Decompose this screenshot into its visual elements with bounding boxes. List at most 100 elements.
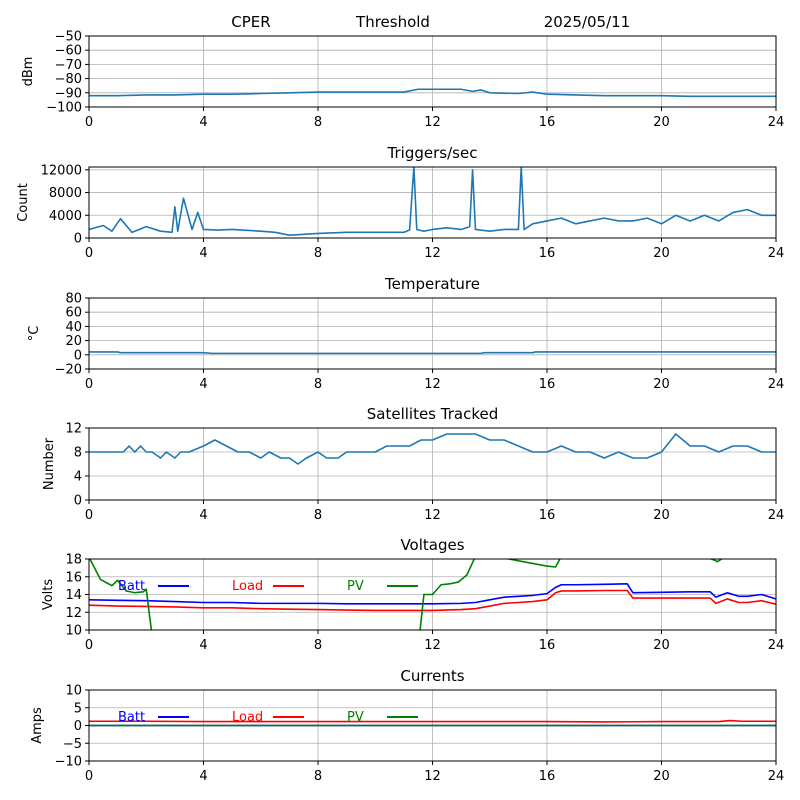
x-tick-label: 12	[424, 115, 441, 130]
panel-title: Currents	[400, 667, 464, 685]
x-tick-label: 24	[768, 508, 785, 523]
legend-label-batt: Batt	[118, 710, 145, 725]
y-axis-label: dBm	[21, 57, 36, 87]
x-tick-label: 8	[314, 246, 322, 261]
y-tick-label: 40	[65, 320, 82, 335]
y-tick-label: −80	[55, 72, 82, 87]
legend-label-batt: Batt	[118, 579, 145, 594]
x-tick-label: 8	[314, 638, 322, 653]
legend-label-load: Load	[232, 710, 263, 725]
y-tick-label: −70	[55, 58, 82, 73]
y-tick-label: 14	[65, 588, 82, 603]
panel-currents: 0 4 8 12 16 20 24 −10 −5 0 5 10 Currents Amps Batt Load…	[30, 667, 784, 784]
panel-title: Triggers/sec	[387, 144, 478, 162]
x-tick-label: 20	[653, 246, 670, 261]
y-tick-label: −10	[55, 755, 82, 770]
x-tick-label: 4	[199, 638, 207, 653]
figure-header: CPER Threshold 2025/05/11	[231, 13, 630, 31]
y-tick-label: 0	[74, 348, 82, 363]
y-tick-label: 16	[65, 570, 82, 585]
panel-threshold: 0 4 8 12 16 20 24 −100−90−80−70−60−50 dBm	[21, 30, 784, 131]
x-tick-label: 16	[539, 377, 556, 392]
y-tick-label: 20	[65, 334, 82, 349]
y-tick-label: 5	[74, 701, 82, 716]
panel-satellites: 0 4 8 12 16 20 24 0 4 8 12 Satellites Tracked Number	[42, 405, 784, 523]
y-axis-label: Number	[42, 437, 57, 490]
y-axis-label: °C	[27, 326, 42, 342]
series-line-load	[89, 589, 776, 612]
x-tick-label: 4	[199, 115, 207, 130]
x-tick-label: 4	[199, 377, 207, 392]
y-tick-label: 12	[65, 422, 82, 437]
y-tick-label: 80	[65, 292, 82, 307]
y-tick-label: 60	[65, 306, 82, 321]
x-tick-label: 24	[768, 246, 785, 261]
panel-triggers: 0 4 8 12 16 20 24 0 4000 8000 12000 Triggers/sec Cou…	[16, 144, 784, 261]
y-tick-label: −90	[55, 86, 82, 101]
y-tick-label: 10	[65, 684, 82, 699]
x-tick-label: 8	[314, 377, 322, 392]
y-axis-label: Volts	[41, 579, 56, 611]
x-tick-label: 20	[653, 508, 670, 523]
y-tick-label: 8	[74, 446, 82, 461]
y-tick-label: 8000	[49, 186, 82, 201]
y-tick-label: 4	[74, 470, 82, 485]
y-tick-label: 12000	[41, 163, 82, 178]
x-tick-label: 24	[768, 638, 785, 653]
x-tick-label: 16	[539, 246, 556, 261]
y-tick-label: 10	[65, 624, 82, 639]
y-tick-label: 0	[74, 232, 82, 247]
legend-label-pv: PV	[347, 710, 364, 725]
x-tick-label: 16	[539, 638, 556, 653]
date-label: 2025/05/11	[544, 13, 630, 31]
y-tick-label: −20	[55, 363, 82, 378]
x-tick-label: 0	[85, 115, 93, 130]
x-tick-label: 20	[653, 638, 670, 653]
x-tick-label: 24	[768, 115, 785, 130]
mode-label: Threshold	[355, 13, 430, 31]
x-tick-label: 12	[424, 508, 441, 523]
x-tick-label: 8	[314, 508, 322, 523]
x-tick-label: 0	[85, 377, 93, 392]
x-tick-label: 8	[314, 115, 322, 130]
y-axis-label: Count	[16, 183, 31, 222]
x-tick-label: 0	[85, 508, 93, 523]
x-tick-label: 4	[199, 246, 207, 261]
x-tick-label: 24	[768, 377, 785, 392]
x-tick-label: 12	[424, 246, 441, 261]
series-line-satellites	[89, 433, 776, 465]
x-tick-label: 20	[653, 115, 670, 130]
y-tick-label: 18	[65, 553, 82, 568]
series-line-pv	[89, 559, 724, 630]
x-tick-label: 4	[199, 769, 207, 784]
x-tick-label: 12	[424, 377, 441, 392]
series-line-batt	[89, 583, 776, 605]
x-tick-label: 16	[539, 508, 556, 523]
panel-title: Satellites Tracked	[367, 405, 498, 423]
x-tick-label: 20	[653, 377, 670, 392]
y-tick-label: 0	[74, 719, 82, 734]
series-line-threshold	[89, 88, 776, 98]
y-axis-label: Amps	[30, 707, 45, 744]
site-name: CPER	[231, 13, 270, 31]
series-line-temperature	[89, 351, 776, 355]
x-tick-label: 24	[768, 769, 785, 784]
x-tick-label: 0	[85, 638, 93, 653]
x-tick-label: 0	[85, 769, 93, 784]
legend-label-load: Load	[232, 579, 263, 594]
x-tick-label: 12	[424, 769, 441, 784]
x-tick-label: 20	[653, 769, 670, 784]
x-tick-label: 12	[424, 638, 441, 653]
series-line-triggers	[89, 167, 776, 236]
y-tick-label: −100	[46, 101, 82, 116]
y-tick-label: 4000	[49, 209, 82, 224]
x-tick-label: 8	[314, 769, 322, 784]
y-tick-label: −5	[63, 737, 82, 752]
x-tick-label: 0	[85, 246, 93, 261]
x-tick-label: 4	[199, 508, 207, 523]
panel-title: Voltages	[400, 536, 464, 554]
y-tick-label: 0	[74, 494, 82, 509]
legend-label-pv: PV	[347, 579, 364, 594]
